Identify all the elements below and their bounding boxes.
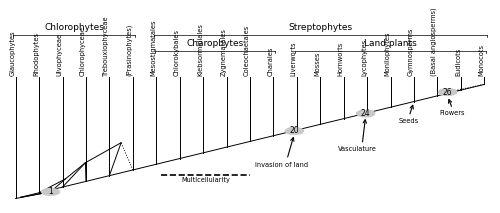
Text: Zygnematales: Zygnematales [220, 28, 226, 76]
Text: Multicellularity: Multicellularity [181, 177, 230, 183]
Text: Liverworts: Liverworts [291, 41, 297, 76]
Text: Monilophytes: Monilophytes [384, 32, 390, 76]
Text: 26: 26 [442, 88, 452, 96]
Text: Lycophytes: Lycophytes [361, 39, 367, 76]
Text: Mosses: Mosses [314, 52, 320, 76]
Text: Coleochaetales: Coleochaetales [244, 25, 250, 76]
Text: Vasculature: Vasculature [338, 147, 376, 153]
Text: Streptophytes: Streptophytes [288, 23, 352, 32]
Text: (Basal angiosperms): (Basal angiosperms) [431, 7, 438, 76]
Text: Ulvophyceae: Ulvophyceae [56, 33, 62, 76]
Text: Glaucophytes: Glaucophytes [10, 30, 16, 76]
Text: Mesostigmatales: Mesostigmatales [150, 19, 156, 76]
Text: Chlorokybales: Chlorokybales [174, 29, 180, 76]
Text: Eudicots: Eudicots [455, 48, 461, 76]
Circle shape [356, 110, 374, 117]
Text: Gymnosperms: Gymnosperms [408, 27, 414, 76]
Text: Land plants: Land plants [364, 39, 417, 48]
Text: Hornworts: Hornworts [338, 42, 344, 76]
Text: Rhodophytes: Rhodophytes [33, 32, 39, 76]
Circle shape [42, 189, 60, 195]
Text: 24: 24 [361, 109, 370, 118]
Text: Seeds: Seeds [399, 118, 419, 124]
Text: Monocots: Monocots [478, 44, 484, 76]
Circle shape [286, 128, 304, 134]
Text: Chlorophyceae: Chlorophyceae [80, 26, 86, 76]
Text: 20: 20 [290, 127, 299, 135]
Text: (Prasinophytes): (Prasinophytes) [126, 24, 133, 76]
Text: Trebouxiophyceae: Trebouxiophyceae [104, 15, 110, 76]
Text: Charophytes: Charophytes [186, 39, 244, 48]
Text: Invasion of land: Invasion of land [256, 161, 308, 167]
Text: Flowers: Flowers [440, 110, 465, 116]
Text: Chlorophytes: Chlorophytes [44, 23, 104, 32]
Text: Klebsormidiales: Klebsormidiales [197, 23, 203, 76]
Circle shape [438, 89, 456, 95]
Text: 1: 1 [48, 187, 53, 196]
Text: Charales: Charales [268, 47, 274, 76]
